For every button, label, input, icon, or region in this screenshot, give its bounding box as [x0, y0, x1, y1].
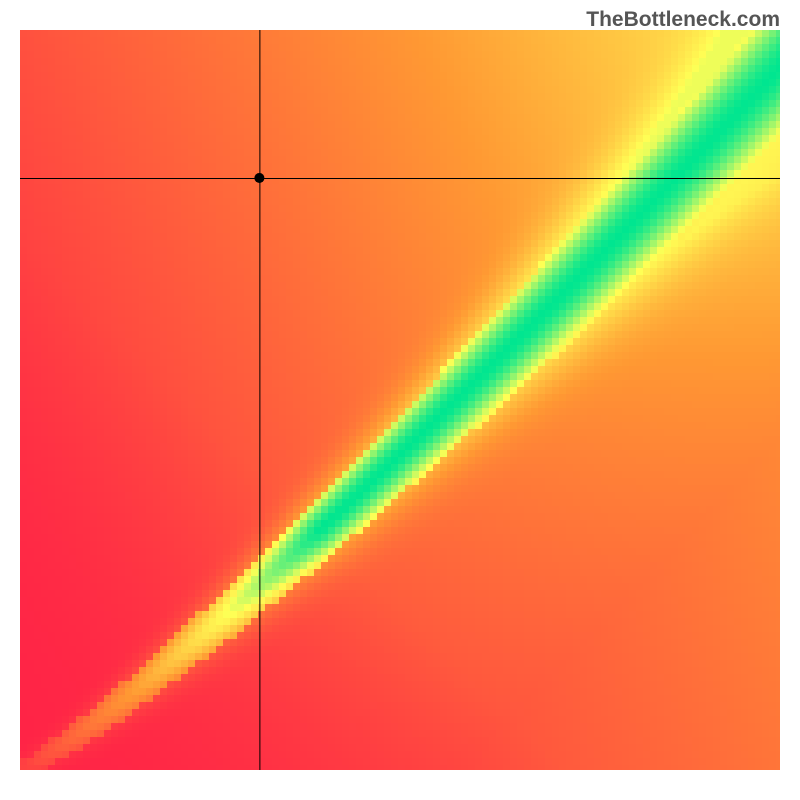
heatmap-plot	[20, 30, 780, 770]
heatmap-canvas	[20, 30, 780, 770]
chart-container: TheBottleneck.com	[0, 0, 800, 800]
watermark-text: TheBottleneck.com	[586, 8, 780, 32]
